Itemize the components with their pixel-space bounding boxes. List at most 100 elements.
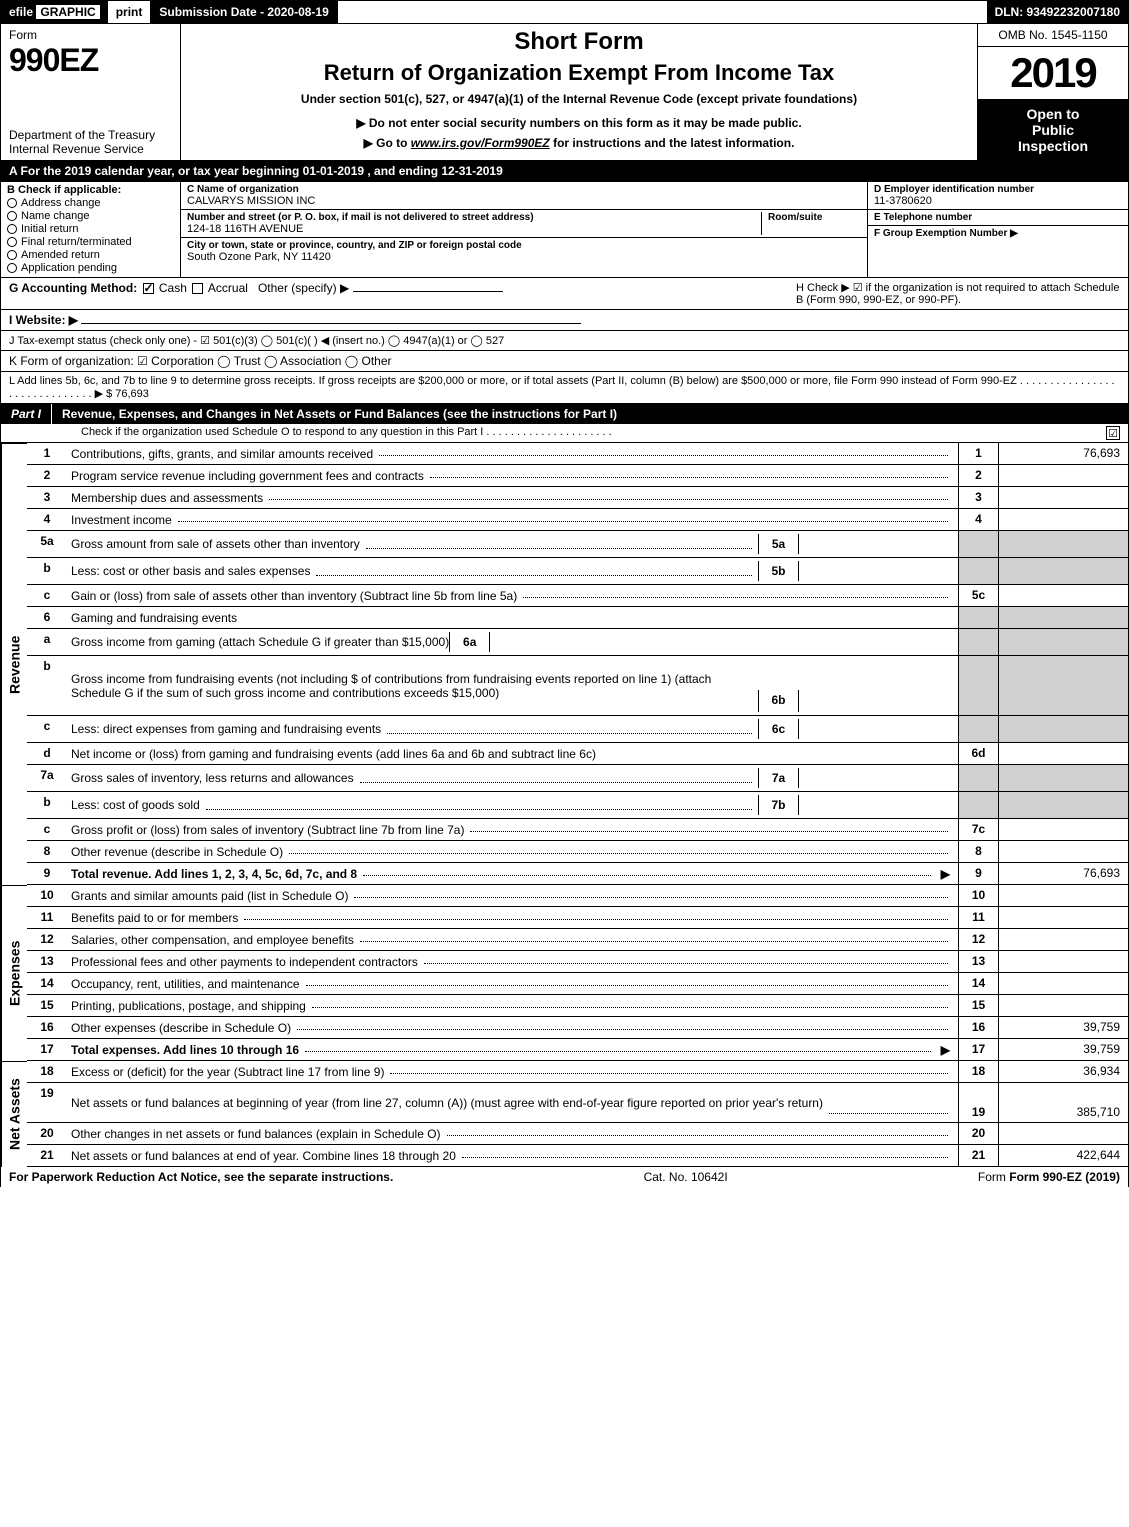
dots [430,468,948,478]
line-4: 4 [958,509,998,530]
dots [289,844,948,854]
part1-sub-checkbox[interactable]: ☑ [1106,426,1120,440]
dots [297,1020,948,1030]
desc-20-text: Other changes in net assets or fund bala… [71,1127,441,1141]
line-6b-shaded [958,656,998,715]
sub-7a-val [799,768,958,788]
line-5b-shaded [958,558,998,584]
val-5c [998,585,1128,606]
dots [366,539,752,549]
header-left: Form 990EZ Department of the Treasury In… [1,24,181,160]
dots [354,888,948,898]
desc-21: Net assets or fund balances at end of ye… [67,1145,958,1166]
checkbox-accrual[interactable] [192,283,203,294]
sub-6b-val [799,690,958,712]
graphic-text: GRAPHIC [36,5,99,19]
part1-title: Revenue, Expenses, and Changes in Net As… [52,404,1128,424]
chk-amended-return[interactable]: Amended return [7,249,174,261]
num-7a: 7a [27,765,67,791]
desc-5b: Less: cost or other basis and sales expe… [67,558,958,584]
desc-1-text: Contributions, gifts, grants, and simila… [71,447,373,461]
val-6b-shaded [998,656,1128,715]
desc-7b: Less: cost of goods sold 7b [67,792,958,818]
form-number: 990EZ [9,42,172,79]
chk-initial-return[interactable]: Initial return [7,223,174,235]
row-5b: b Less: cost or other basis and sales ex… [27,558,1128,585]
print-button[interactable]: print [108,1,152,23]
circle-icon [7,198,17,208]
line-g: G Accounting Method: Cash Accrual Other … [1,278,788,309]
gh-row: G Accounting Method: Cash Accrual Other … [0,278,1129,310]
chk-address-change[interactable]: Address change [7,197,174,209]
group-exemption-cell: F Group Exemption Number ▶ [868,226,1128,277]
room-label: Room/suite [768,212,861,223]
goto-link[interactable]: www.irs.gov/Form990EZ [411,136,550,150]
num-10: 10 [27,885,67,906]
line-i: I Website: ▶ [0,310,1129,331]
desc-10: Grants and similar amounts paid (list in… [67,885,958,906]
footer-right-text: Form 990-EZ (2019) [1009,1170,1120,1184]
desc-13-text: Professional fees and other payments to … [71,955,418,969]
dots [206,800,752,810]
opt-name-change: Name change [21,210,90,222]
row-5c: c Gain or (loss) from sale of assets oth… [27,585,1128,607]
chk-application-pending[interactable]: Application pending [7,262,174,274]
checkbox-cash[interactable] [143,283,154,294]
sub-7a: 7a [758,768,958,788]
return-title: Return of Organization Exempt From Incom… [189,60,969,86]
goto-prefix: ▶ Go to [364,136,411,150]
circle-icon [7,237,17,247]
top-bar: efile GRAPHIC print Submission Date - 20… [0,0,1129,24]
omb-number: OMB No. 1545-1150 [978,24,1128,47]
desc-12: Salaries, other compensation, and employ… [67,929,958,950]
line-2: 2 [958,465,998,486]
g-other-blank[interactable] [353,291,503,292]
opt-initial-return: Initial return [21,223,78,235]
desc-16: Other expenses (describe in Schedule O) [67,1017,958,1038]
chk-name-change[interactable]: Name change [7,210,174,222]
under-section: Under section 501(c), 527, or 4947(a)(1)… [189,92,969,106]
val-21: 422,644 [998,1145,1128,1166]
line-19: 19 [958,1083,998,1122]
line-a: A For the 2019 calendar year, or tax yea… [0,161,1129,182]
line-17: 17 [958,1039,998,1060]
arrow-icon: ▶ [941,867,950,881]
footer-right: Form Form 990-EZ (2019) [978,1170,1120,1184]
num-14: 14 [27,973,67,994]
line-9: 9 [958,863,998,884]
g-other: Other (specify) ▶ [258,281,349,295]
row-7a: 7a Gross sales of inventory, less return… [27,765,1128,792]
g-label: G Accounting Method: [9,281,137,295]
website-blank[interactable] [81,323,581,324]
desc-4-text: Investment income [71,513,172,527]
line-18: 18 [958,1061,998,1082]
row-12: 12 Salaries, other compensation, and emp… [27,929,1128,951]
num-6c: c [27,716,67,742]
val-4 [998,509,1128,530]
val-18: 36,934 [998,1061,1128,1082]
num-8: 8 [27,841,67,862]
dots [363,866,931,876]
val-6a-shaded [998,629,1128,655]
desc-3: Membership dues and assessments [67,487,958,508]
city-label: City or town, state or province, country… [187,240,861,251]
val-8 [998,841,1128,862]
num-6a: a [27,629,67,655]
chk-final-return[interactable]: Final return/terminated [7,236,174,248]
val-11 [998,907,1128,928]
desc-6c: Less: direct expenses from gaming and fu… [67,716,958,742]
line-8: 8 [958,841,998,862]
desc-14-text: Occupancy, rent, utilities, and maintena… [71,977,300,991]
page-footer: For Paperwork Reduction Act Notice, see … [0,1167,1129,1187]
num-5a: 5a [27,531,67,557]
arrow-icon: ▶ [941,1043,950,1057]
val-15 [998,995,1128,1016]
open-to-public: Open to Public Inspection [978,100,1128,160]
row-11: 11 Benefits paid to or for members 11 [27,907,1128,929]
desc-8-text: Other revenue (describe in Schedule O) [71,845,283,859]
num-5c: c [27,585,67,606]
num-4: 4 [27,509,67,530]
num-18: 18 [27,1061,67,1082]
tax-year: 2019 [978,47,1128,100]
dots [470,822,948,832]
